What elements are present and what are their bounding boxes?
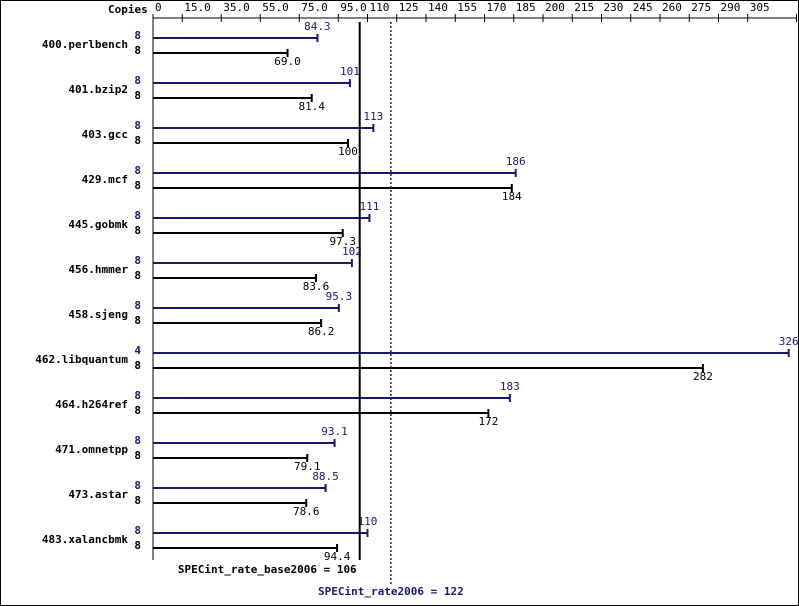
- x-tick-label: 305: [750, 1, 770, 14]
- copies-header: Copies: [108, 3, 148, 16]
- value-label: 93.1: [321, 425, 348, 438]
- copies-label: 8: [134, 74, 141, 87]
- x-tick-label: 55.0: [262, 1, 289, 14]
- x-tick-label: 0: [155, 1, 162, 14]
- x-tick-label: 260: [662, 1, 682, 14]
- copies-label: 8: [134, 389, 141, 402]
- x-tick-label: 95.0: [340, 1, 367, 14]
- copies-label: 8: [134, 359, 141, 372]
- copies-label: 8: [134, 134, 141, 147]
- value-label: 83.6: [303, 280, 330, 293]
- copies-label: 8: [134, 269, 141, 282]
- x-tick-label: 125: [399, 1, 419, 14]
- copies-label: 8: [134, 479, 141, 492]
- value-label: 100: [338, 145, 358, 158]
- value-label: 113: [363, 110, 383, 123]
- category-label: 464.h264ref: [55, 398, 128, 411]
- value-label: 110: [358, 515, 378, 528]
- copies-label: 8: [134, 254, 141, 267]
- x-tick-label: 110: [370, 1, 390, 14]
- copies-label: 8: [134, 494, 141, 507]
- copies-label: 8: [134, 539, 141, 552]
- category-label: 458.sjeng: [68, 308, 128, 321]
- value-label: 95.3: [326, 290, 353, 303]
- category-label: 456.hmmer: [68, 263, 128, 276]
- category-label: 445.gobmk: [68, 218, 128, 231]
- value-label: 101: [340, 65, 360, 78]
- copies-label: 8: [134, 29, 141, 42]
- category-label: 462.libquantum: [35, 353, 128, 366]
- x-tick-label: 215: [574, 1, 594, 14]
- value-label: 69.0: [274, 55, 301, 68]
- copies-label: 8: [134, 404, 141, 417]
- value-label: 79.1: [294, 460, 321, 473]
- value-label: 186: [506, 155, 526, 168]
- copies-label: 8: [134, 89, 141, 102]
- copies-label: 8: [134, 449, 141, 462]
- value-label: 78.6: [293, 505, 320, 518]
- x-tick-label: 230: [604, 1, 624, 14]
- reference-label: SPECint_rate_base2006 = 106: [178, 563, 357, 576]
- category-label: 400.perlbench: [42, 38, 128, 51]
- category-label: 471.omnetpp: [55, 443, 128, 456]
- value-label: 102: [342, 245, 362, 258]
- copies-label: 8: [134, 314, 141, 327]
- category-label: 401.bzip2: [68, 83, 128, 96]
- value-label: 282: [693, 370, 713, 383]
- copies-label: 8: [134, 434, 141, 447]
- copies-label: 4: [134, 344, 141, 357]
- x-tick-label: 185: [516, 1, 536, 14]
- x-tick-label: 15.0: [184, 1, 211, 14]
- value-label: 81.4: [298, 100, 325, 113]
- value-label: 326: [779, 335, 799, 348]
- copies-label: 8: [134, 179, 141, 192]
- value-label: 183: [500, 380, 520, 393]
- category-label: 483.xalancbmk: [42, 533, 128, 546]
- category-label: 403.gcc: [82, 128, 128, 141]
- reference-label: SPECint_rate2006 = 122: [318, 585, 464, 598]
- copies-label: 8: [134, 164, 141, 177]
- copies-label: 8: [134, 119, 141, 132]
- x-tick-label: 170: [487, 1, 507, 14]
- copies-label: 8: [134, 299, 141, 312]
- category-label: 473.astar: [68, 488, 128, 501]
- value-label: 111: [360, 200, 380, 213]
- value-label: 97.3: [329, 235, 356, 248]
- x-tick-label: 140: [428, 1, 448, 14]
- x-tick-label: 245: [633, 1, 653, 14]
- value-label: 184: [502, 190, 522, 203]
- value-label: 172: [478, 415, 498, 428]
- x-tick-label: 200: [545, 1, 565, 14]
- x-tick-label: 275: [691, 1, 711, 14]
- x-tick-label: 35.0: [223, 1, 250, 14]
- value-label: 94.4: [324, 550, 351, 563]
- copies-label: 8: [134, 224, 141, 237]
- category-label: 429.mcf: [82, 173, 128, 186]
- x-tick-label: 75.0: [301, 1, 328, 14]
- value-label: 86.2: [308, 325, 335, 338]
- copies-label: 8: [134, 524, 141, 537]
- copies-label: 8: [134, 44, 141, 57]
- value-label: 84.3: [304, 20, 331, 33]
- x-tick-label: 155: [457, 1, 477, 14]
- x-tick-label: 290: [721, 1, 741, 14]
- value-label: 88.5: [312, 470, 339, 483]
- copies-label: 8: [134, 209, 141, 222]
